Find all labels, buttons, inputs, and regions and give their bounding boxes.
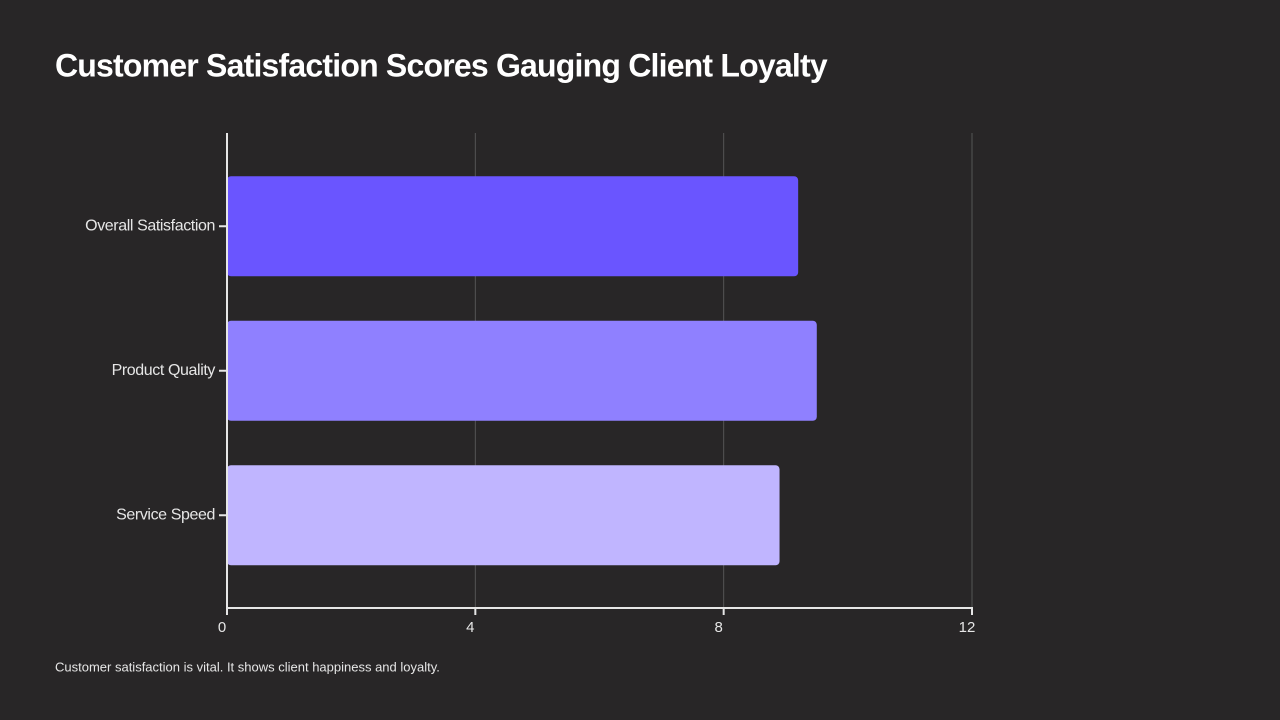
footnote: Customer satisfaction is vital. It shows…: [55, 659, 440, 674]
x-tick-label: 12: [959, 619, 976, 636]
x-tick-label: 4: [466, 619, 474, 636]
chart-title: Customer Satisfaction Scores Gauging Cli…: [55, 47, 828, 83]
y-tick-label: Service Speed: [116, 506, 215, 523]
bar: [227, 176, 799, 277]
y-tick-label: Overall Satisfaction: [85, 217, 215, 234]
y-tick-label: Product Quality: [112, 362, 216, 379]
bar: [227, 465, 780, 566]
bar: [227, 320, 817, 421]
x-tick-label: 8: [714, 619, 722, 636]
x-tick-label: 0: [218, 619, 226, 636]
